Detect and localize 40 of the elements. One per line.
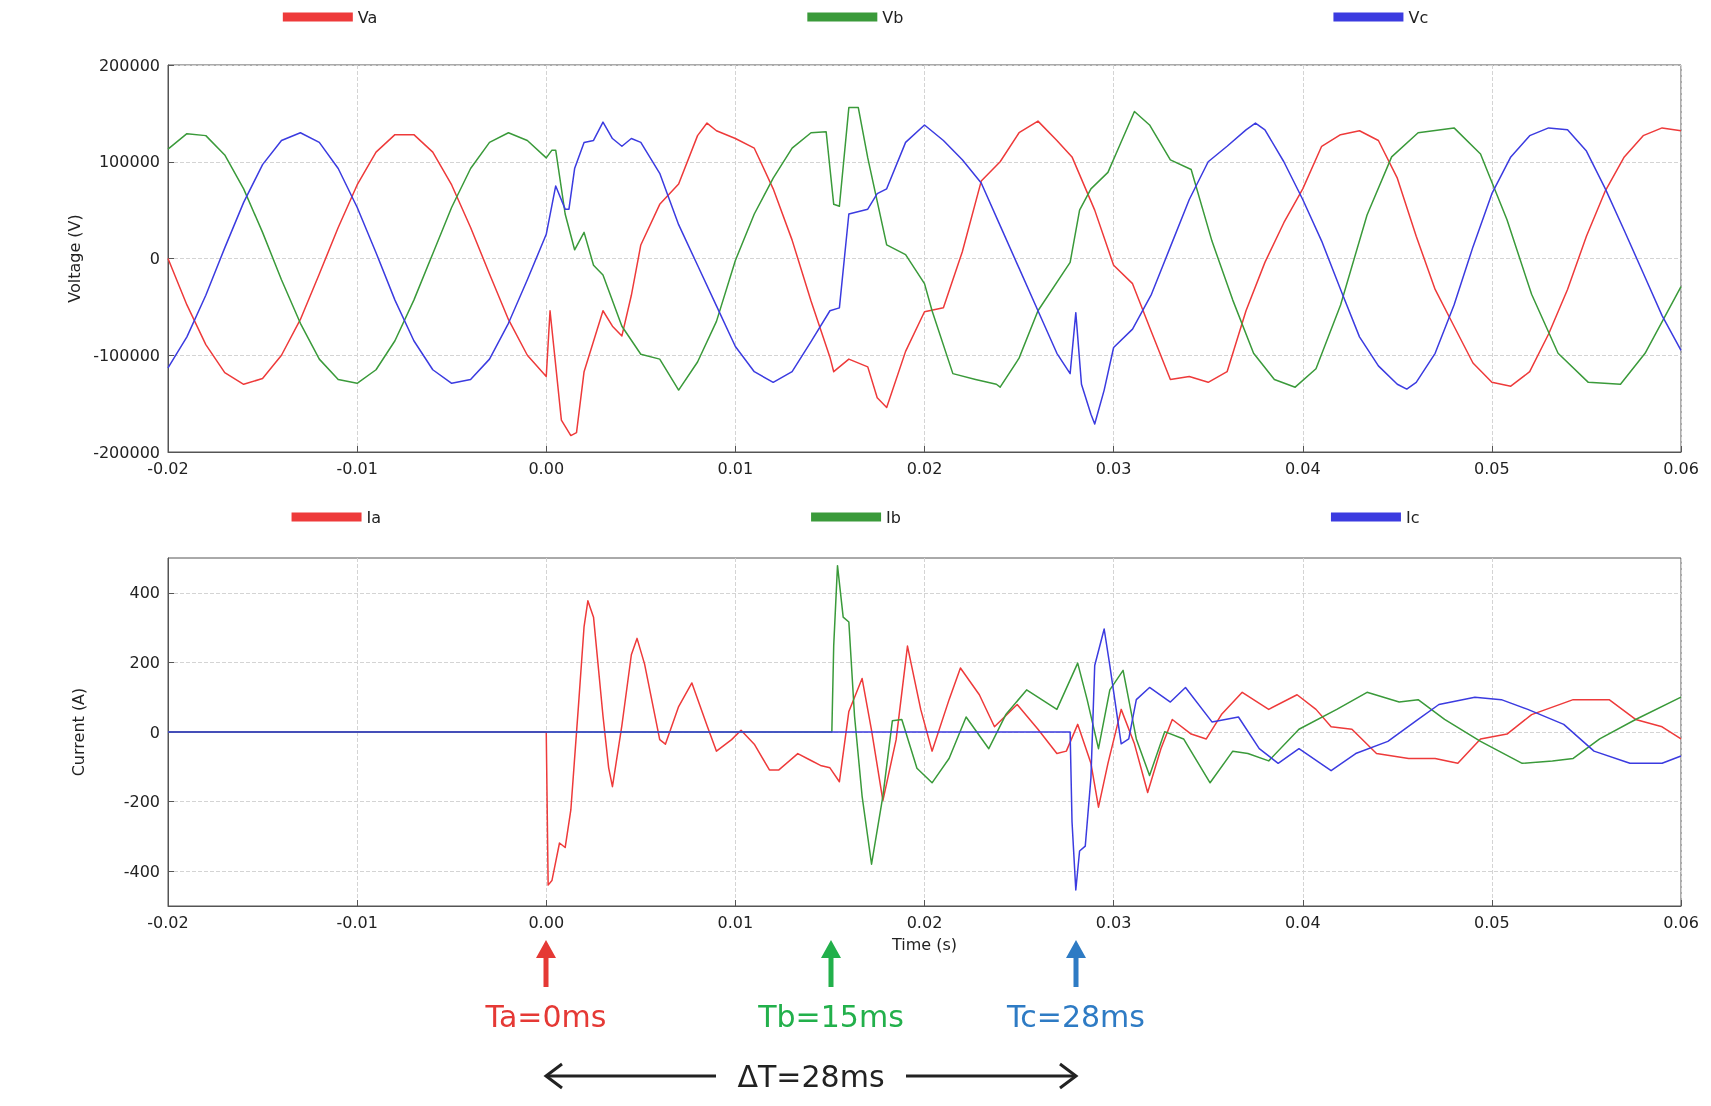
line-series — [167, 106, 1682, 391]
y-tick-label: 400 — [129, 583, 160, 603]
y-tick-label: 200 — [129, 652, 160, 672]
y-axis-title: Voltage (V) — [64, 214, 84, 303]
legend-label: Ic — [1405, 507, 1420, 527]
x-tick-label: 0.06 — [1663, 912, 1699, 932]
x-tick-label: 0.00 — [528, 912, 565, 932]
legend-label: Ia — [366, 507, 382, 527]
x-tick-label: 0.05 — [1474, 458, 1510, 478]
legend-label: Vc — [1408, 7, 1429, 27]
x-tick-label: -0.01 — [336, 912, 378, 932]
y-tick-label: -400 — [123, 861, 160, 881]
x-tick-label: -0.01 — [336, 458, 378, 478]
text: Ta=0ms — [484, 998, 607, 1034]
legend-label: Vb — [882, 7, 904, 27]
y-tick-label: 0 — [149, 722, 160, 742]
y-axis-title: Current (A) — [68, 687, 88, 777]
x-tick-label: 0.03 — [1095, 458, 1132, 478]
legend-label: Va — [357, 7, 378, 27]
x-tick-label: 0.04 — [1284, 458, 1321, 478]
text: Tb=15ms — [757, 998, 904, 1034]
x-tick-label: 0.06 — [1663, 458, 1699, 478]
x-tick-label: 0.04 — [1284, 912, 1321, 932]
legend-label: Ib — [886, 507, 901, 527]
y-tick-label: 100000 — [98, 152, 160, 172]
x-tick-label: 0.00 — [528, 458, 565, 478]
x-tick-label: 0.01 — [717, 458, 754, 478]
x-tick-label: 0.05 — [1474, 912, 1510, 932]
y-tick-label: -200 — [123, 792, 160, 812]
x-tick-label: 0.01 — [717, 912, 754, 932]
x-axis-title: Time (s) — [890, 934, 958, 954]
y-tick-label: 200000 — [98, 55, 160, 75]
x-tick-label: 0.02 — [906, 912, 943, 932]
text: ΔT=28ms — [737, 1058, 885, 1094]
x-tick-label: 0.03 — [1095, 912, 1132, 932]
x-tick-label: -0.02 — [147, 912, 189, 932]
text: Tc=28ms — [1006, 998, 1145, 1034]
y-tick-label: -100000 — [93, 345, 160, 365]
x-tick-label: 0.02 — [906, 458, 943, 478]
y-tick-label: 0 — [149, 249, 160, 268]
